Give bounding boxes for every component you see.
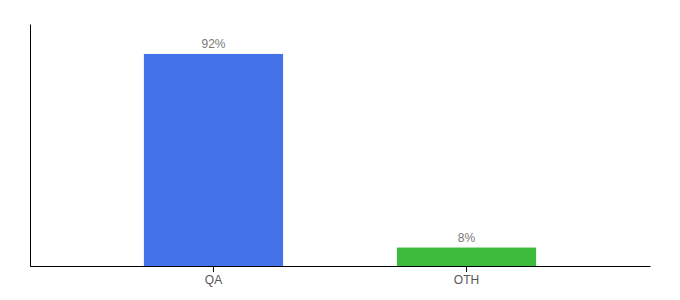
x-tick: QA — [205, 266, 222, 287]
data-label: 8% — [458, 231, 476, 245]
x-axis: QA OTH — [31, 266, 651, 287]
plot: QA OTH 92% 8% — [31, 25, 651, 287]
bar — [397, 248, 536, 266]
bar — [144, 54, 283, 266]
x-tick-label: OTH — [454, 273, 479, 287]
chart: QA OTH 92% 8% — [0, 0, 680, 300]
x-tick: OTH — [454, 266, 479, 287]
data-labels: 92% 8% — [201, 37, 475, 245]
y-axis-line — [30, 25, 31, 267]
x-tick-mark — [213, 266, 214, 272]
x-tick-label: QA — [205, 273, 222, 287]
x-axis-line — [31, 266, 651, 267]
bars — [144, 54, 536, 266]
x-tick-mark — [466, 266, 467, 272]
data-label: 92% — [201, 37, 225, 51]
y-axis — [30, 25, 31, 267]
